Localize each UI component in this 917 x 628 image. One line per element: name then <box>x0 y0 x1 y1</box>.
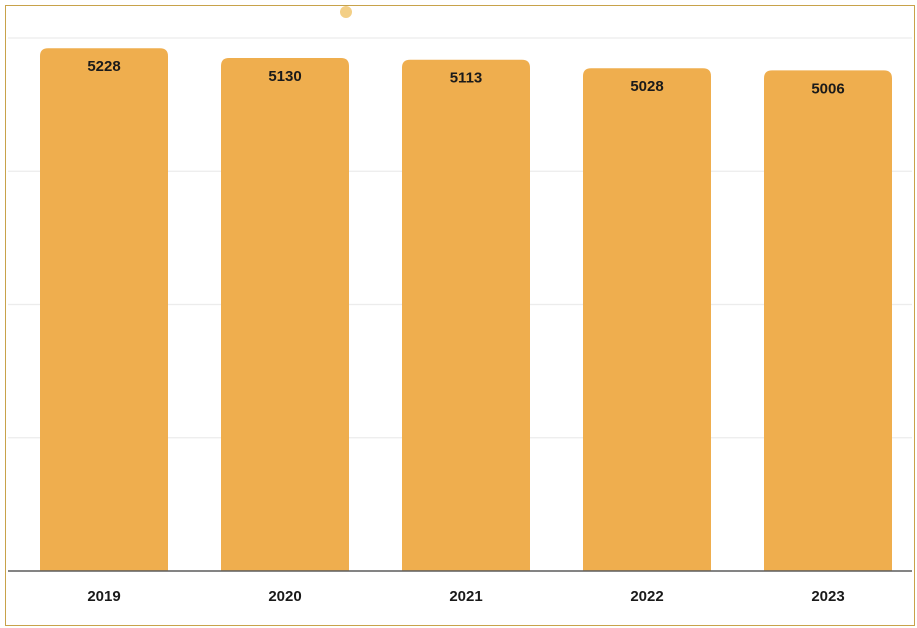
bar-2019 <box>40 48 168 571</box>
x-axis-tick-labels: 2019 2020 2021 2022 2023 <box>87 588 844 605</box>
chart-legend <box>340 6 352 18</box>
data-labels: 5228 5130 5113 5028 5006 <box>87 58 844 97</box>
bar-series <box>40 48 892 572</box>
data-label-2020: 5130 <box>268 68 301 85</box>
x-tick-label-2019: 2019 <box>87 588 120 605</box>
x-tick-label-2020: 2020 <box>268 588 301 605</box>
data-label-2023: 5006 <box>811 80 844 97</box>
data-label-2022: 5028 <box>630 78 663 95</box>
data-label-2019: 5228 <box>87 58 120 75</box>
data-label-2021: 5113 <box>450 70 483 87</box>
bar-2020 <box>221 58 349 571</box>
x-tick-label-2021: 2021 <box>449 588 482 605</box>
x-tick-label-2023: 2023 <box>811 588 844 605</box>
legend-swatch <box>340 6 352 18</box>
bar-2021 <box>402 59 530 571</box>
bar-2023 <box>764 70 892 572</box>
x-tick-label-2022: 2022 <box>630 588 663 605</box>
bar-2022 <box>583 68 711 571</box>
